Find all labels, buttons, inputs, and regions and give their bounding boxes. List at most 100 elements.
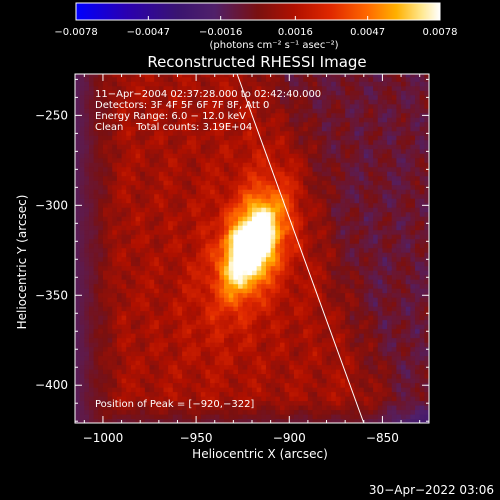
heatmap-cell	[224, 76, 230, 82]
heatmap-cell	[363, 153, 370, 159]
heatmap-cell	[172, 378, 179, 384]
heatmap-cell	[293, 319, 300, 325]
heatmap-cell	[298, 279, 304, 285]
heatmap-cell	[154, 261, 160, 267]
heatmap-cell	[363, 346, 370, 352]
heatmap-cell	[196, 153, 202, 159]
heatmap-cell	[242, 153, 248, 159]
heatmap-cell	[107, 117, 113, 123]
heatmap-cell	[284, 369, 290, 375]
heatmap-cell	[340, 234, 346, 240]
heatmap-cell	[293, 373, 300, 379]
heatmap-cell	[224, 238, 230, 244]
heatmap-cell	[84, 112, 90, 118]
heatmap-cell	[228, 414, 234, 420]
heatmap-cell	[321, 373, 328, 379]
heatmap-cell	[112, 193, 118, 199]
heatmap-cell	[130, 355, 137, 361]
heatmap-cell	[154, 189, 160, 195]
heatmap-cell	[154, 207, 160, 213]
heatmap-cell	[130, 252, 137, 258]
heatmap-cell	[368, 319, 374, 325]
heatmap-cell	[293, 292, 300, 298]
heatmap-cell	[79, 279, 85, 285]
heatmap-cell	[205, 378, 211, 384]
heatmap-cell	[335, 103, 342, 109]
heatmap-cell	[363, 216, 370, 222]
heatmap-cell	[219, 306, 225, 312]
heatmap-cell	[317, 391, 323, 397]
heatmap-cell	[219, 153, 225, 159]
heatmap-cell	[228, 373, 234, 379]
heatmap-cell	[177, 283, 183, 289]
heatmap-cell	[349, 414, 356, 420]
heatmap-cell	[298, 342, 304, 348]
heatmap-cell	[279, 391, 286, 397]
heatmap-cell	[107, 130, 113, 136]
heatmap-cell	[177, 378, 183, 384]
heatmap-cell	[354, 279, 360, 285]
heatmap-cell	[75, 391, 81, 397]
heatmap-cell	[238, 135, 244, 141]
heatmap-cell	[233, 166, 239, 172]
heatmap-cell	[126, 90, 132, 96]
heatmap-cell	[140, 315, 146, 321]
heatmap-cell	[261, 112, 267, 118]
heatmap-cell	[321, 387, 328, 393]
heatmap-cell	[219, 333, 225, 339]
heatmap-cell	[340, 220, 346, 226]
heatmap-cell	[279, 261, 286, 267]
heatmap-cell	[163, 166, 169, 172]
heatmap-cell	[219, 360, 225, 366]
heatmap-cell	[233, 279, 239, 285]
heatmap-cell	[321, 279, 328, 285]
heatmap-cell	[79, 400, 85, 406]
heatmap-cell	[88, 387, 95, 393]
heatmap-cell	[116, 279, 123, 285]
heatmap-cell	[75, 225, 81, 231]
heatmap-cell	[368, 288, 374, 294]
heatmap-cell	[186, 382, 193, 388]
heatmap-cell	[219, 108, 225, 114]
heatmap-cell	[214, 74, 220, 78]
heatmap-cell	[279, 364, 286, 370]
heatmap-cell	[275, 202, 281, 208]
heatmap-cell	[359, 180, 365, 186]
heatmap-cell	[307, 189, 314, 195]
heatmap-cell	[121, 378, 127, 384]
heatmap-cell	[275, 409, 281, 415]
heatmap-cell	[116, 126, 123, 132]
heatmap-cell	[354, 387, 360, 393]
heatmap-cell	[140, 378, 146, 384]
heatmap-cell	[172, 409, 179, 415]
heatmap-cell	[168, 184, 174, 190]
heatmap-cell	[233, 414, 239, 420]
heatmap-cell	[135, 405, 141, 411]
heatmap-cell	[200, 256, 207, 262]
heatmap-cell	[265, 351, 272, 357]
heatmap-cell	[168, 148, 174, 154]
heatmap-cell	[84, 189, 90, 195]
heatmap-cell	[349, 148, 356, 154]
heatmap-cell	[326, 189, 332, 195]
heatmap-cell	[224, 99, 230, 105]
heatmap-cell	[172, 225, 179, 231]
heatmap-cell	[331, 369, 337, 375]
heatmap-cell	[126, 414, 132, 420]
heatmap-cell	[168, 216, 174, 222]
heatmap-cell	[335, 270, 342, 276]
heatmap-cell	[340, 301, 346, 307]
heatmap-cell	[307, 252, 314, 258]
heatmap-cell	[205, 189, 211, 195]
heatmap-cell	[293, 99, 300, 105]
heatmap-cell	[312, 130, 318, 136]
heatmap-cell	[224, 184, 230, 190]
heatmap-cell	[233, 292, 239, 298]
heatmap-cell	[107, 94, 113, 100]
heatmap-cell	[335, 418, 342, 423]
heatmap-cell	[289, 391, 295, 397]
heatmap-cell	[205, 175, 211, 181]
heatmap-cell	[172, 112, 179, 118]
heatmap-cell	[289, 243, 295, 249]
heatmap-cell	[275, 328, 281, 334]
